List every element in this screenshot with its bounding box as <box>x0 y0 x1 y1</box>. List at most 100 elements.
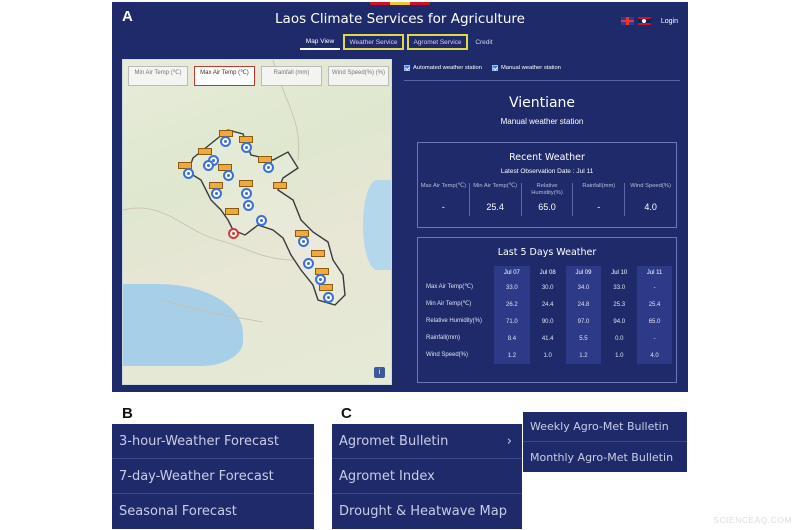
table-cell: 30.0 <box>541 284 554 291</box>
app-title: Laos Climate Services for Agriculture <box>275 11 525 27</box>
map-tab-max-air-temp[interactable]: Max Air Temp (℃) <box>194 66 255 86</box>
date-header: Jul 10 <box>611 269 628 276</box>
last-5-days-table: Jul 07 Jul 08 Jul 09 Jul 10 Jul 11 Max A… <box>424 266 672 364</box>
menu-item-weekly-bulletin[interactable]: Weekly Agro-Met Bulletin <box>523 412 687 442</box>
row-label: Wind Speed(%) <box>426 352 469 358</box>
tab-agromet-service[interactable]: Agromet Service <box>407 34 468 50</box>
checkbox-icon[interactable] <box>491 65 498 71</box>
table-row: Max Air Temp(℃) 33.0 30.0 34.0 33.0 - <box>424 279 672 296</box>
station-value-label[interactable] <box>239 180 253 187</box>
metric-value: 25.4 <box>486 202 504 212</box>
filter-manual[interactable]: Manual weather station <box>491 65 561 71</box>
table-cell: 24.4 <box>541 301 554 308</box>
last-5-days-card: Last 5 Days Weather Jul 07 Jul 08 Jul 09… <box>417 237 677 383</box>
map-variable-tabs: Min Air Temp (℃) Max Air Temp (℃) Rainfa… <box>123 62 391 86</box>
menu-item-drought-heatwave-map[interactable]: Drought & Heatwave Map <box>339 504 507 519</box>
table-cell: 1.0 <box>543 352 552 359</box>
station-value-label[interactable] <box>273 182 287 189</box>
metric-value: - <box>597 202 601 212</box>
table-cell: 33.0 <box>613 284 626 291</box>
station-value-label[interactable] <box>198 148 212 155</box>
metric-min-air-temp: Min Air Temp(℃) 25.4 <box>470 183 522 216</box>
weather-service-menu: 3-hour-Weather Forecast 7-day-Weather Fo… <box>112 424 314 529</box>
date-header: Jul 09 <box>565 266 602 279</box>
station-marker-icon[interactable] <box>223 170 234 181</box>
map-tab-min-air-temp[interactable]: Min Air Temp (℃) <box>128 66 188 86</box>
station-marker-icon[interactable] <box>315 274 326 285</box>
watermark: SCIENCEAQ.COM <box>713 515 792 525</box>
table-cell: 71.0 <box>494 313 530 330</box>
metric-value: 4.0 <box>644 202 657 212</box>
table-cell: 97.0 <box>565 313 602 330</box>
row-label: Max Air Temp(℃) <box>426 284 473 290</box>
station-marker-icon[interactable] <box>243 200 254 211</box>
menu-item-monthly-bulletin[interactable]: Monthly Agro-Met Bulletin <box>530 450 674 464</box>
station-marker-icon[interactable] <box>263 162 274 173</box>
checkbox-icon[interactable] <box>404 65 410 71</box>
recent-weather-date: Latest Observation Date : Jul 11 <box>500 168 594 175</box>
table-cell: 1.2 <box>565 347 602 364</box>
table-cell: 26.2 <box>494 296 530 313</box>
last-5-days-title: Last 5 Days Weather <box>497 247 597 258</box>
station-value-label[interactable] <box>311 250 325 257</box>
table-cell: 5.5 <box>565 330 602 347</box>
station-marker-icon[interactable] <box>241 142 252 153</box>
station-marker-icon[interactable] <box>323 292 334 303</box>
station-value-label[interactable] <box>319 284 333 291</box>
climate-app-window: Laos Climate Services for Agriculture Lo… <box>112 2 688 392</box>
map-tab-wind-speed[interactable]: Wind Speed(%) (%) <box>328 66 389 86</box>
menu-item-agromet-index[interactable]: Agromet Index <box>332 459 522 494</box>
menu-item-agromet-bulletin[interactable]: Agromet Bulletin › <box>332 424 522 459</box>
table-cell: 25.4 <box>637 296 672 313</box>
table-cell: 25.3 <box>613 301 626 308</box>
station-marker-icon[interactable] <box>298 236 309 247</box>
station-panel: Automated weather station Manual weather… <box>404 59 680 385</box>
station-value-label[interactable] <box>225 208 239 215</box>
panel-label-c: C <box>341 405 352 422</box>
table-cell: 8.4 <box>494 330 530 347</box>
table-row: Rainfall(mm) 8.4 41.4 5.5 0.0 - <box>424 330 672 347</box>
metric-label: Max Air Temp(℃) <box>420 183 467 189</box>
filter-automatic-label: Automated weather station <box>413 65 482 71</box>
table-cell: 24.8 <box>565 296 602 313</box>
selected-station-marker-icon[interactable] <box>228 228 239 239</box>
filter-automatic[interactable]: Automated weather station <box>404 65 482 71</box>
station-marker-icon[interactable] <box>211 188 222 199</box>
station-marker-icon[interactable] <box>241 188 252 199</box>
metric-label: Min Air Temp(℃) <box>473 183 518 189</box>
login-link[interactable]: Login <box>660 17 678 25</box>
station-marker-icon[interactable] <box>303 258 314 269</box>
table-cell: 33.0 <box>494 279 530 296</box>
main-nav: Map View Weather Service Agromet Service… <box>112 34 688 50</box>
lao-flag-icon[interactable] <box>637 17 651 25</box>
table-cell: 41.4 <box>541 335 554 342</box>
menu-item-3-hour-forecast[interactable]: 3-hour-Weather Forecast <box>112 424 314 459</box>
panel-label-b: B <box>122 405 133 422</box>
tab-map-view[interactable]: Map View <box>300 34 340 50</box>
filter-manual-label: Manual weather station <box>500 65 561 71</box>
metric-label: Wind Speed(%) <box>630 183 671 189</box>
metric-humidity: Relative Humidity(%) 65.0 <box>522 183 574 216</box>
station-city: Vientiane <box>508 95 576 111</box>
english-flag-icon[interactable] <box>620 17 634 25</box>
metric-rainfall: Rainfall(mm) - <box>573 183 626 216</box>
station-type: Manual weather station <box>500 117 584 126</box>
station-marker-icon[interactable] <box>256 215 267 226</box>
row-label: Rainfall(mm) <box>426 335 461 341</box>
recent-weather-card: Recent Weather Latest Observation Date :… <box>417 142 677 228</box>
station-marker-icon[interactable] <box>220 136 231 147</box>
row-label: Relative Humidity(%) <box>426 318 483 324</box>
menu-item-7-day-forecast[interactable]: 7-day-Weather Forecast <box>112 459 314 494</box>
station-filters: Automated weather station Manual weather… <box>404 65 561 71</box>
map-info-button[interactable]: i <box>374 367 385 378</box>
tab-credit[interactable]: Credit <box>475 38 493 46</box>
weather-map[interactable]: Min Air Temp (℃) Max Air Temp (℃) Rainfa… <box>122 59 392 385</box>
table-cell: 0.0 <box>615 335 624 342</box>
station-marker-icon[interactable] <box>203 160 214 171</box>
menu-item-seasonal-forecast[interactable]: Seasonal Forecast <box>119 504 237 519</box>
station-marker-icon[interactable] <box>183 168 194 179</box>
table-cell: 90.0 <box>541 318 554 325</box>
table-row: Relative Humidity(%) 71.0 90.0 97.0 94.0… <box>424 313 672 330</box>
tab-weather-service[interactable]: Weather Service <box>343 34 404 50</box>
map-tab-rainfall[interactable]: Rainfall (mm) <box>261 66 322 86</box>
